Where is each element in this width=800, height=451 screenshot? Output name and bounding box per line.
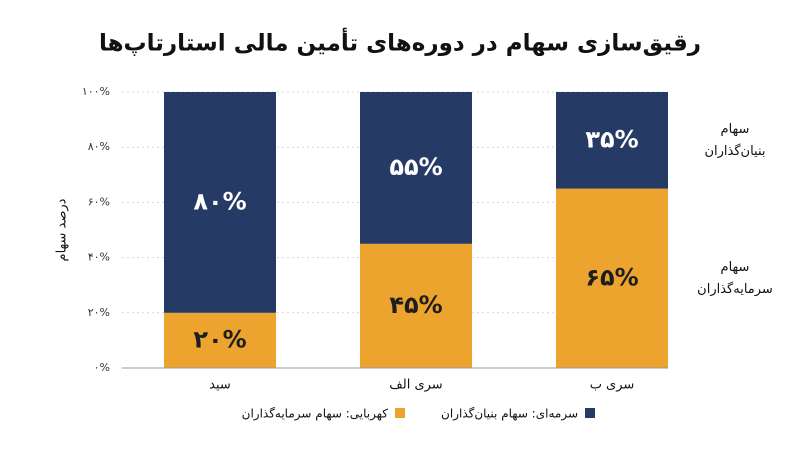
annotation: بنیان‌گذاران	[704, 143, 765, 159]
y-tick-label: ۱۰۰%	[82, 85, 110, 98]
data-label: ۸۰%	[193, 187, 246, 215]
annotation: سهام	[721, 260, 750, 275]
data-label: ۶۵%	[585, 263, 638, 291]
data-label: ۴۵%	[389, 291, 442, 319]
data-label: ۲۰%	[193, 325, 246, 353]
y-axis-label: درصد سهام	[55, 198, 70, 261]
bar-segment	[556, 92, 668, 189]
x-tick-label: سری ب	[590, 378, 635, 393]
annotation: سهام	[721, 122, 750, 137]
annotation: سرمایه‌گذاران	[697, 281, 773, 297]
bar-segment	[164, 92, 276, 313]
y-tick-label: ۶۰%	[88, 195, 110, 208]
bar-segment	[164, 312, 276, 368]
y-tick-label: ۸۰%	[88, 140, 110, 153]
y-tick-label: ۲۰%	[88, 306, 110, 319]
x-tick-label: سید	[209, 378, 231, 393]
legend-label: سرمه‌ای: سهام بنیان‌گذاران	[441, 407, 578, 422]
data-label: ۵۵%	[389, 153, 442, 181]
bar-segment	[360, 243, 472, 368]
bar-segment	[360, 92, 472, 244]
y-tick-label: ۰%	[94, 361, 110, 374]
legend-swatch	[585, 408, 595, 418]
legend-label: کهربایی: سهام سرمایه‌گذاران	[242, 407, 389, 422]
legend-swatch	[395, 408, 405, 418]
bar-segment	[556, 188, 668, 368]
y-tick-label: ۴۰%	[88, 251, 110, 264]
x-tick-label: سری الف	[389, 378, 442, 393]
chart-title: رقیق‌سازی سهام در دوره‌های تأمین مالی اس…	[99, 27, 701, 57]
data-label: ۳۵%	[585, 125, 638, 153]
